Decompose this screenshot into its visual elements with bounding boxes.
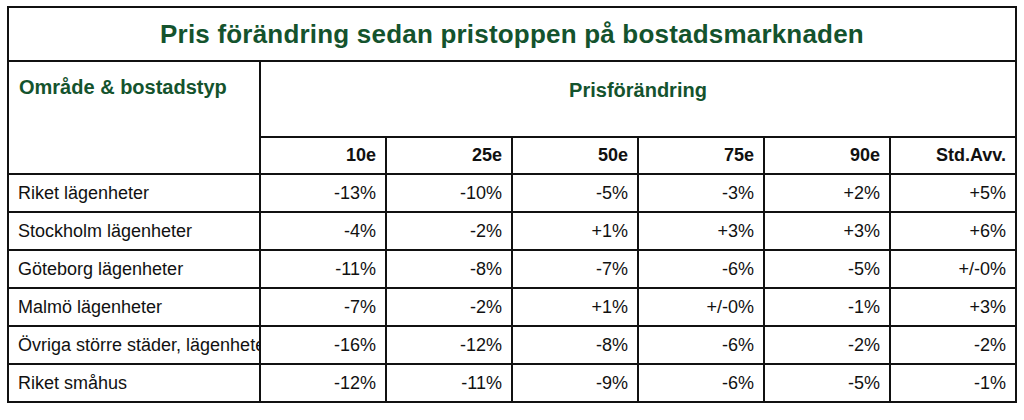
value-cell: -1% <box>764 288 890 326</box>
value-cell: +/-0% <box>890 250 1016 288</box>
row-label: Göteborg lägenheter <box>8 250 260 288</box>
value-cell: +3% <box>638 212 764 250</box>
table-row: Riket småhus-12%-11%-9%-6%-5%-1% <box>8 364 1016 402</box>
value-cell: -4% <box>260 212 386 250</box>
column-header: 90e <box>764 137 890 174</box>
page-title: Pris förändring sedan pristoppen på bost… <box>8 7 1016 61</box>
value-cell: -6% <box>638 250 764 288</box>
value-cell: -7% <box>512 250 638 288</box>
value-cell: -11% <box>386 364 512 402</box>
table-row: Malmö lägenheter-7%-2%+1%+/-0%-1%+3% <box>8 288 1016 326</box>
value-cell: -5% <box>764 364 890 402</box>
table-row: Göteborg lägenheter-11%-8%-7%-6%-5%+/-0% <box>8 250 1016 288</box>
value-cell: -5% <box>512 174 638 212</box>
value-cell: -2% <box>890 326 1016 364</box>
value-cell: -7% <box>260 288 386 326</box>
value-cell: -2% <box>386 212 512 250</box>
column-header: 25e <box>386 137 512 174</box>
value-cell: -6% <box>638 364 764 402</box>
table-row: Stockholm lägenheter-4%-2%+1%+3%+3%+6% <box>8 212 1016 250</box>
value-cell: +6% <box>890 212 1016 250</box>
value-cell: +2% <box>764 174 890 212</box>
housing-price-page: Pris förändring sedan pristoppen på bost… <box>0 0 1024 409</box>
value-cell: -9% <box>512 364 638 402</box>
row-label: Malmö lägenheter <box>8 288 260 326</box>
row-label: Stockholm lägenheter <box>8 212 260 250</box>
table-row: Riket lägenheter-13%-10%-5%-3%+2%+5% <box>8 174 1016 212</box>
column-header: 50e <box>512 137 638 174</box>
row-label: Riket småhus <box>8 364 260 402</box>
value-cell: -8% <box>386 250 512 288</box>
price-change-table: Pris förändring sedan pristoppen på bost… <box>7 6 1017 403</box>
column-header: Std.Avv. <box>890 137 1016 174</box>
header-row: Område & bostadstyp Prisförändring <box>8 61 1016 137</box>
value-cell: -11% <box>260 250 386 288</box>
row-label: Övriga större städer, lägenheter <box>8 326 260 364</box>
title-row: Pris förändring sedan pristoppen på bost… <box>8 7 1016 61</box>
value-cell: -12% <box>260 364 386 402</box>
column-header: 75e <box>638 137 764 174</box>
column-header: 10e <box>260 137 386 174</box>
value-cell: -10% <box>386 174 512 212</box>
value-cell: -5% <box>764 250 890 288</box>
value-cell: -3% <box>638 174 764 212</box>
value-cell: -8% <box>512 326 638 364</box>
value-cell: +3% <box>890 288 1016 326</box>
group-header: Prisförändring <box>260 61 1016 137</box>
value-cell: +1% <box>512 288 638 326</box>
value-cell: -16% <box>260 326 386 364</box>
value-cell: -13% <box>260 174 386 212</box>
value-cell: -2% <box>764 326 890 364</box>
value-cell: -6% <box>638 326 764 364</box>
value-cell: +3% <box>764 212 890 250</box>
value-cell: -2% <box>386 288 512 326</box>
corner-header: Område & bostadstyp <box>8 61 260 174</box>
table-row: Övriga större städer, lägenheter-16%-12%… <box>8 326 1016 364</box>
value-cell: -1% <box>890 364 1016 402</box>
value-cell: +1% <box>512 212 638 250</box>
value-cell: +/-0% <box>638 288 764 326</box>
row-label: Riket lägenheter <box>8 174 260 212</box>
value-cell: +5% <box>890 174 1016 212</box>
value-cell: -12% <box>386 326 512 364</box>
